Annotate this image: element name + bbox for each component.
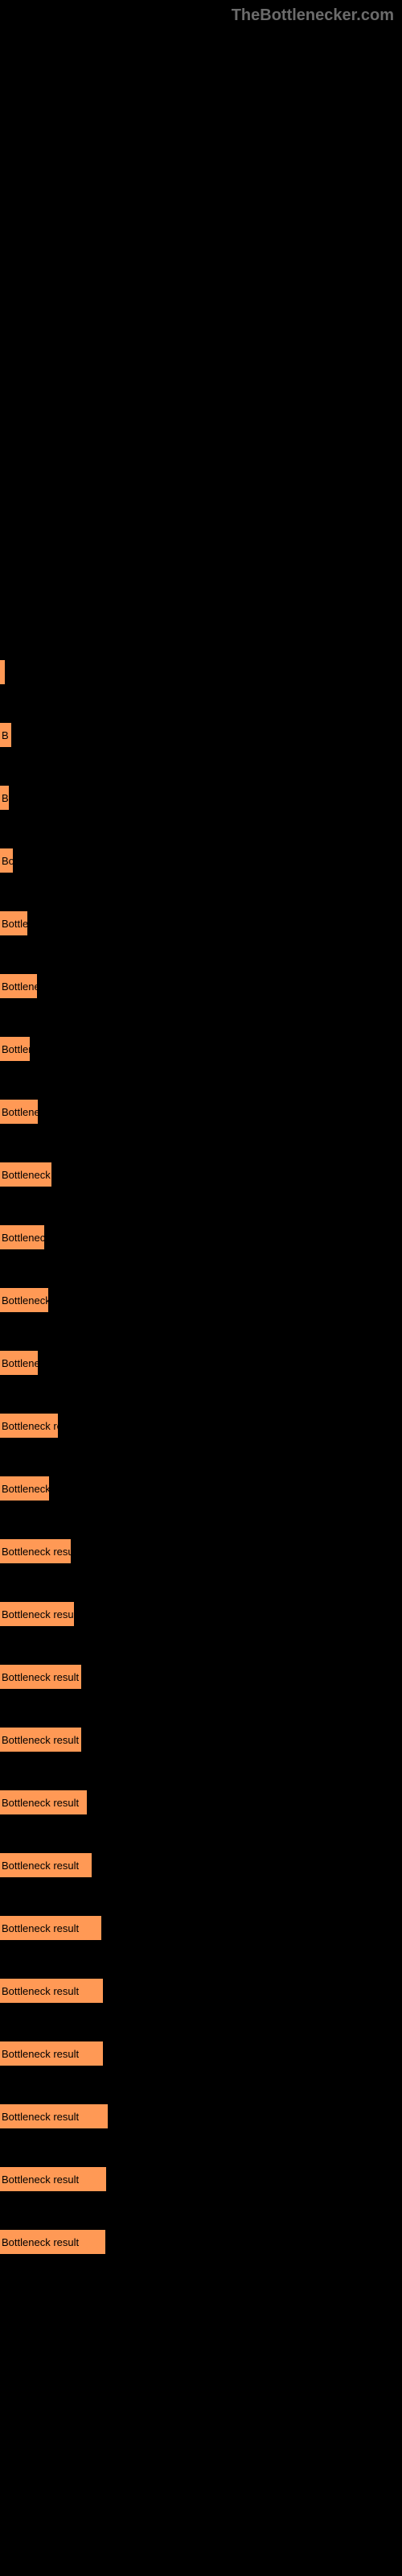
bar-0 [0,660,5,684]
bar-chart: B B Bo Bottlen Bottleneck r Bottlene Bot… [0,0,402,2309]
bar-row [0,660,402,684]
bar-22: Bottleneck result [0,2041,103,2066]
bar-row: Bottleneck result [0,1665,402,1689]
bar-6: Bottlene [0,1037,30,1061]
bar-17: Bottleneck result [0,1728,81,1752]
bar-label: Bottleneck re [0,1106,38,1118]
bar-label: Bottleneck result [0,2174,79,2186]
bar-row: Bottleneck result [0,2041,402,2066]
bar-label: Bottleneck re [0,1232,44,1244]
bar-row: Bottleneck result [0,1162,402,1187]
bar-label: Bo [0,855,13,867]
bar-label: Bottleneck result [0,1797,79,1809]
bar-10: Bottleneck res [0,1288,48,1312]
bar-1: B [0,723,11,747]
bar-row: Bottleneck r [0,974,402,998]
bar-label: Bottleneck result [0,2236,79,2248]
bar-label: Bottleneck result [0,2111,79,2123]
bar-row: Bottleneck result [0,1539,402,1563]
bar-row: Bo [0,848,402,873]
bar-16: Bottleneck result [0,1665,81,1689]
bar-label: Bottleneck result [0,1608,74,1620]
bar-25: Bottleneck result [0,2230,105,2254]
bar-label: Bottleneck result [0,1420,58,1432]
bar-9: Bottleneck re [0,1225,44,1249]
bar-row: Bottlen [0,911,402,935]
bar-label: Bottleneck result [0,1546,71,1558]
bar-row: Bottleneck result [0,1728,402,1752]
bar-row: Bottleneck re [0,1100,402,1124]
bar-row: Bottleneck [0,1351,402,1375]
watermark: TheBottlenecker.com [232,6,394,25]
bar-row: Bottleneck result [0,1602,402,1626]
bar-11: Bottleneck [0,1351,38,1375]
bar-label: Bottleneck r [0,980,37,993]
bar-7: Bottleneck re [0,1100,38,1124]
bar-19: Bottleneck result [0,1853,92,1877]
bar-4: Bottlen [0,911,27,935]
bar-row: Bottleneck result [0,1916,402,1940]
bar-row: Bottleneck result [0,2167,402,2191]
bar-24: Bottleneck result [0,2167,106,2191]
bar-row: Bottleneck res [0,1476,402,1501]
bar-row: Bottleneck result [0,1853,402,1877]
bar-label: Bottlen [0,918,27,930]
bar-label: Bottleneck result [0,1860,79,1872]
bar-row: Bottleneck result [0,2104,402,2128]
bar-21: Bottleneck result [0,1979,103,2003]
bar-15: Bottleneck result [0,1602,74,1626]
bar-label: Bottleneck result [0,2048,79,2060]
bar-13: Bottleneck res [0,1476,49,1501]
bar-row: Bottleneck re [0,1225,402,1249]
bar-label: B [0,792,9,804]
bar-label: Bottlene [0,1043,30,1055]
bar-row: Bottleneck result [0,1414,402,1438]
bar-row: B [0,786,402,810]
bar-label: Bottleneck res [0,1294,48,1307]
bar-label: Bottleneck result [0,1922,79,1934]
bar-23: Bottleneck result [0,2104,108,2128]
bar-label: Bottleneck result [0,1169,51,1181]
bar-label: Bottleneck result [0,1671,79,1683]
bar-row: B [0,723,402,747]
bar-2: B [0,786,9,810]
bar-row: Bottleneck res [0,1288,402,1312]
bar-row: Bottleneck result [0,1790,402,1814]
bar-row: Bottlene [0,1037,402,1061]
bar-label: B [0,729,9,741]
bar-row: Bottleneck result [0,2230,402,2254]
bar-3: Bo [0,848,13,873]
bar-8: Bottleneck result [0,1162,51,1187]
bar-14: Bottleneck result [0,1539,71,1563]
bar-18: Bottleneck result [0,1790,87,1814]
bar-label: Bottleneck result [0,1985,79,1997]
bar-20: Bottleneck result [0,1916,101,1940]
bar-row: Bottleneck result [0,1979,402,2003]
bar-5: Bottleneck r [0,974,37,998]
bar-label: Bottleneck res [0,1483,49,1495]
bar-label: Bottleneck [0,1357,38,1369]
bar-label: Bottleneck result [0,1734,79,1746]
bar-12: Bottleneck result [0,1414,58,1438]
